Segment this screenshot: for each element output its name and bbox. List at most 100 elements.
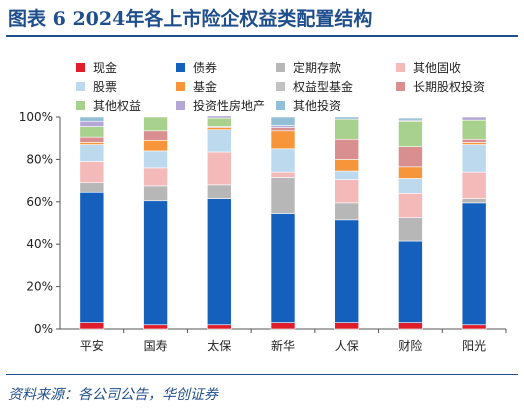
legend-swatch [276, 63, 285, 72]
legend-item: 债券 [176, 59, 276, 76]
x-tick-label: 财险 [398, 338, 422, 353]
legend-item: 现金 [76, 59, 176, 76]
y-tick-label: 80% [26, 152, 53, 166]
legend-swatch [396, 63, 405, 72]
bar-segment [206, 184, 232, 199]
legend-item: 投资性房地产 [176, 97, 276, 114]
top-rule [6, 35, 518, 37]
bar-segment [143, 324, 168, 330]
bar-segment [206, 324, 232, 330]
bar-segment [143, 200, 168, 326]
x-tick-label: 新华 [271, 338, 295, 353]
bar-segment [270, 177, 296, 214]
bar-segment [334, 118, 360, 140]
x-tick-label: 平安 [80, 338, 104, 353]
bar-segment [398, 178, 423, 194]
y-tick-label: 0% [34, 322, 53, 336]
bar-segment [461, 142, 487, 145]
legend-swatch [76, 63, 85, 72]
bar-segment [270, 213, 296, 323]
bar-segment [206, 115, 232, 119]
y-tick-label: 40% [26, 237, 53, 251]
bar-segment [461, 116, 487, 121]
legend-label: 投资性房地产 [193, 99, 266, 113]
x-tick-label: 人保 [335, 339, 359, 353]
bar-segment [398, 217, 423, 242]
bar-segment [398, 117, 423, 121]
bar-segment [398, 193, 423, 219]
bar-segment [461, 119, 487, 140]
bar-segment [143, 185, 168, 202]
legend-swatch [76, 101, 85, 110]
legend-swatch [176, 82, 185, 91]
bar-segment [206, 151, 232, 186]
bar-segment [79, 126, 105, 138]
bar-segment [461, 198, 487, 204]
legend-item: 其他投资 [276, 97, 396, 114]
bar-segment [79, 161, 105, 184]
legend-row: 股票 基金 权益型基金 长期股权投资 [76, 77, 516, 96]
bar-segment [398, 166, 423, 179]
legend-label: 其他投资 [293, 99, 342, 113]
bar-segment [79, 322, 105, 330]
bar-segment [270, 116, 296, 126]
bar-segment [334, 138, 360, 160]
figure-header: 图表 6 2024年各上市险企权益类配置结构 [8, 4, 516, 34]
bar-segment [143, 167, 168, 187]
legend-swatch [176, 63, 185, 72]
bar-segment [334, 159, 360, 172]
legend-row: 现金 债券 定期存款 其他固收 [76, 58, 516, 77]
chart-legend: 现金 债券 定期存款 其他固收 股票 基金 权益型基金 长期股权投资 其他权益 投资性房地产 其他投… [76, 58, 516, 115]
bar-segment [143, 140, 168, 152]
bar-segment [461, 138, 487, 143]
bar-segment [334, 202, 360, 221]
bar-segment [334, 219, 360, 323]
bar-segment [334, 116, 360, 120]
legend-label: 其他固收 [413, 61, 462, 75]
legend-swatch [76, 82, 85, 91]
legend-swatch [276, 82, 285, 91]
bar-segment [398, 146, 423, 168]
bar-segment [143, 116, 168, 132]
bar-segment [334, 322, 360, 330]
bar-segment [143, 130, 168, 141]
bar-segment [79, 120, 105, 127]
legend-swatch [176, 101, 185, 110]
bar-segment [270, 148, 296, 173]
bar-segment [398, 240, 423, 323]
bar-segment [461, 202, 487, 326]
legend-item: 权益型基金 [276, 78, 396, 95]
legend-swatch [396, 82, 405, 91]
bar-segment [461, 171, 487, 199]
legend-item: 股票 [76, 78, 176, 95]
bar-segment [270, 130, 296, 150]
bar-segment [79, 144, 105, 162]
legend-item: 基金 [176, 78, 276, 95]
source-note: 资料来源：各公司公告，华创证券 [8, 387, 218, 403]
legend-row: 其他权益 投资性房地产 其他投资 [76, 96, 516, 115]
bar-segment [334, 179, 360, 204]
bar-segment [398, 120, 423, 147]
legend-label: 债券 [193, 61, 218, 75]
bar-segment [206, 129, 232, 153]
bottom-rule [6, 374, 518, 375]
bar-segment [270, 125, 296, 128]
bar-segment [270, 127, 296, 132]
x-tick-label: 阳光 [462, 339, 486, 353]
bar-segment [79, 182, 105, 193]
bar-segment [79, 191, 105, 323]
y-tick-label: 20% [26, 280, 53, 294]
legend-label: 基金 [193, 80, 218, 94]
bar-segment [461, 324, 487, 330]
bar-segment [206, 127, 232, 131]
bar-segment [270, 171, 296, 178]
bar-segment [206, 198, 232, 326]
bar-segment [270, 322, 296, 330]
y-tick-label: 100% [19, 110, 53, 124]
y-tick-label: 60% [26, 195, 53, 209]
bar-segment [79, 116, 105, 122]
legend-label: 其他权益 [93, 99, 142, 113]
bar-segment [143, 150, 168, 169]
legend-label: 长期股权投资 [413, 80, 486, 94]
